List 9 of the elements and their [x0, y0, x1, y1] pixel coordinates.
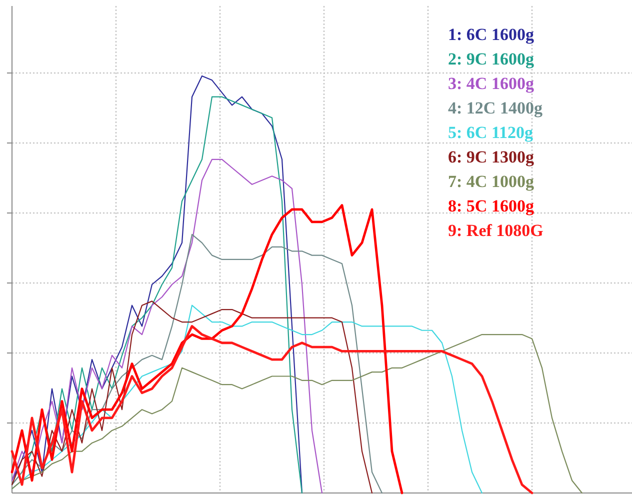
text: 5: 6C 1120g: [448, 123, 534, 142]
text: 4: 12C 1400g: [448, 98, 543, 118]
text: 9: Ref 1080G: [448, 221, 544, 240]
text: 1: 6C 1600g: [448, 25, 534, 44]
text: 2: 9C 1600g: [448, 50, 534, 68]
text: 3: 4C 1600g: [448, 74, 534, 93]
text: 7: 4C 1000g: [448, 172, 534, 191]
text: 6: 9C 1300g: [448, 148, 534, 166]
text: 8: 5C 1600g: [448, 196, 534, 216]
